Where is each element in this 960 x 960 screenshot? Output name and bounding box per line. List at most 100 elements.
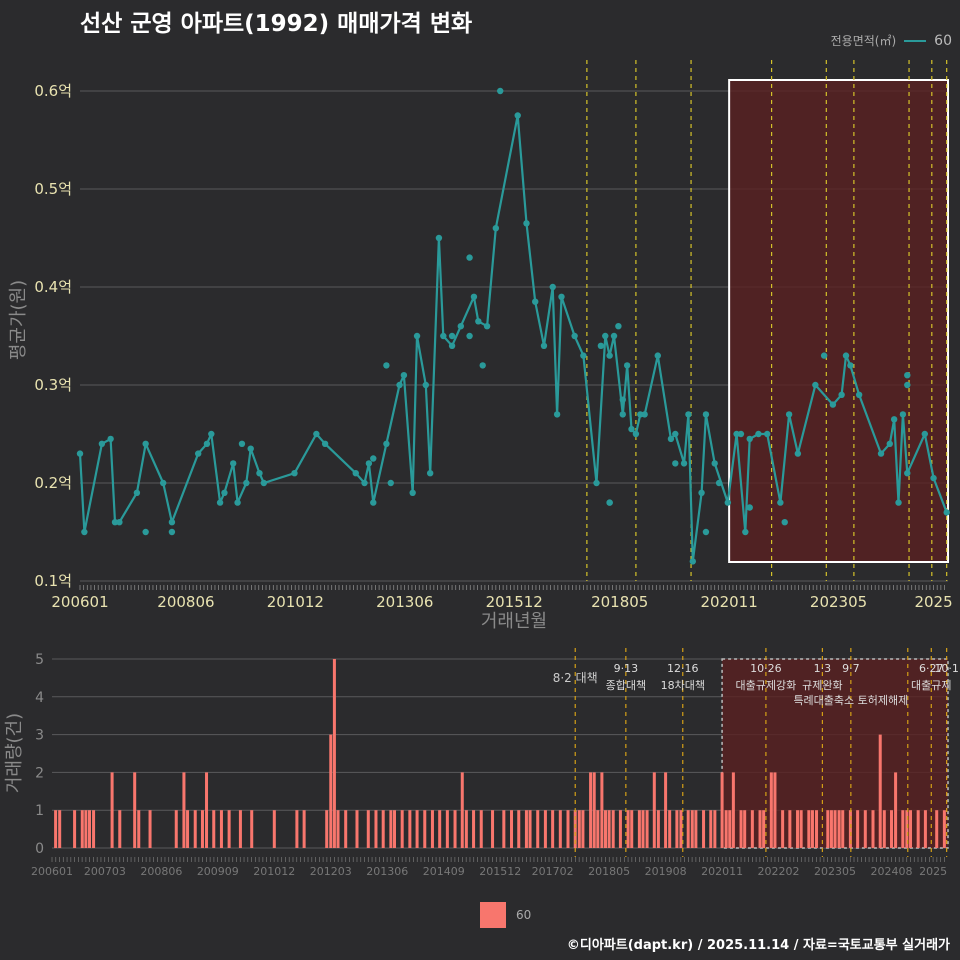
volume-bar [592, 772, 596, 848]
volume-bar [536, 810, 540, 848]
volume-bar [713, 810, 717, 848]
data-point [383, 440, 390, 447]
volume-bar [205, 772, 209, 848]
volume-bar [882, 810, 886, 848]
data-point [838, 391, 845, 398]
volume-bar [566, 810, 570, 848]
volume-bar [731, 772, 735, 848]
volume-bar [810, 810, 814, 848]
volume-bar [491, 810, 495, 848]
volume-bar [656, 810, 660, 848]
volume-bar [219, 810, 223, 848]
scatter-point [238, 440, 246, 447]
data-point [234, 499, 241, 506]
scatter-point [142, 528, 149, 536]
volume-bar [193, 810, 197, 848]
data-point [361, 479, 368, 487]
volume-bar [325, 810, 329, 848]
volume-bar [137, 810, 141, 848]
volume-bar [438, 810, 442, 848]
volume-bar [329, 734, 333, 848]
volume-bar [894, 772, 898, 848]
volume-bar [799, 810, 803, 848]
data-point [755, 430, 762, 438]
data-point [777, 499, 784, 506]
volume-bar [773, 772, 777, 848]
policy-label: 대출규제 [911, 679, 951, 692]
data-point [698, 489, 705, 496]
data-point [742, 528, 749, 536]
volume-bar [856, 810, 860, 848]
policy-date: 6·27 [919, 662, 944, 675]
data-point [886, 440, 893, 447]
data-point [895, 499, 902, 506]
volume-bar [826, 810, 830, 848]
y-tick-label: 0.2억 [34, 474, 72, 492]
data-point [855, 391, 863, 398]
data-point [291, 470, 298, 477]
volume-bar [453, 810, 457, 848]
data-point [602, 332, 609, 340]
scatter-point [820, 352, 828, 359]
data-point [142, 440, 149, 447]
volume-bar [637, 810, 641, 848]
data-point [842, 352, 850, 359]
volume-bar [611, 810, 615, 848]
data-point [370, 499, 377, 506]
y-tick-label: 0.1억 [34, 572, 72, 590]
volume-bar [344, 810, 348, 848]
data-point [641, 411, 648, 418]
scatter-point [466, 332, 473, 340]
data-point [794, 450, 802, 457]
y-tick-label: 0.4억 [34, 278, 72, 296]
data-point [523, 220, 530, 227]
scatter-point [702, 528, 710, 536]
x-tick-label: 201012 [267, 593, 324, 611]
data-point [107, 435, 114, 443]
volume-bar [464, 810, 468, 848]
x-tick-label: 202011 [701, 593, 758, 611]
data-point [724, 499, 732, 506]
volume-bar [769, 772, 773, 848]
volume-bar [400, 810, 404, 848]
volume-chart: 0 1 2 3 4 5 8·2 대책 9·13 종합대책 12·16 18차대책 10·26 대출규제강… [4, 648, 959, 878]
data-point [829, 401, 837, 408]
data-point [514, 112, 521, 119]
volume-bar [551, 810, 555, 848]
vol-x-tick-label: 201512 [479, 865, 521, 878]
volume-bar [423, 810, 427, 848]
x-axis-title: 거래년월 [481, 611, 547, 632]
policy-date: 12·16 [667, 662, 699, 675]
volume-bar [174, 810, 178, 848]
data-point [685, 411, 692, 418]
volume-bar [652, 772, 656, 848]
scatter-point [387, 479, 394, 487]
volume-bar [750, 810, 754, 848]
vol-x-tick-label: 202202 [758, 865, 800, 878]
data-point [133, 489, 141, 496]
data-point [422, 381, 429, 389]
vol-x-tick-label: 201805 [588, 865, 630, 878]
data-point [168, 519, 176, 526]
volume-bar [389, 810, 393, 848]
data-point [448, 342, 456, 349]
data-point [628, 425, 635, 433]
data-point [98, 440, 106, 447]
volume-bar [603, 810, 608, 848]
volume-bar [709, 810, 713, 848]
volume-bar [302, 810, 306, 848]
data-point [580, 352, 587, 359]
policy-date: 10·1 [934, 662, 959, 675]
volume-bar [762, 810, 766, 848]
volume-bar [781, 810, 785, 848]
data-point [426, 470, 434, 477]
volume-bar [890, 810, 894, 848]
data-point [812, 381, 819, 389]
volume-bar [645, 810, 649, 848]
volume-bar [675, 810, 679, 848]
volume-bar [355, 810, 359, 848]
volume-bar [543, 810, 547, 848]
volume-bar [502, 810, 506, 848]
data-point [409, 489, 416, 496]
data-point [159, 479, 167, 487]
